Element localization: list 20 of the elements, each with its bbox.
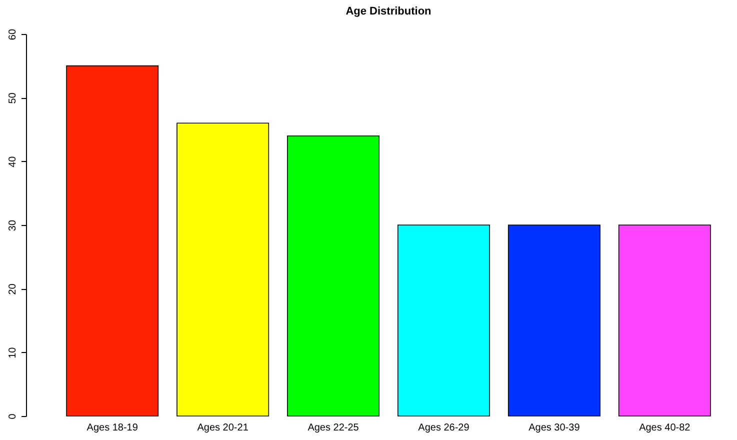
bar bbox=[618, 224, 711, 416]
y-tick-label: 30 bbox=[8, 220, 18, 232]
chart-title: Age Distribution bbox=[346, 5, 432, 18]
y-tick-label: 40 bbox=[8, 156, 18, 168]
y-tick-label: 60 bbox=[8, 28, 18, 40]
x-tick-label: Ages 30-39 bbox=[528, 422, 580, 434]
bar bbox=[176, 122, 270, 416]
bar bbox=[66, 65, 159, 416]
x-tick-label: Ages 18-19 bbox=[86, 422, 138, 434]
y-tick-label: 50 bbox=[8, 92, 18, 104]
x-tick-label: Ages 20-21 bbox=[197, 422, 249, 434]
x-tick-label: Ages 40-82 bbox=[639, 422, 691, 434]
y-tick-label: 10 bbox=[8, 346, 18, 358]
y-tick-label: 20 bbox=[8, 283, 18, 295]
bar bbox=[397, 224, 490, 416]
bar bbox=[287, 135, 380, 416]
x-tick-label: Ages 26-29 bbox=[418, 422, 470, 434]
y-tick-label: 0 bbox=[8, 413, 18, 420]
bar bbox=[508, 224, 600, 416]
x-tick-label: Ages 22-25 bbox=[308, 422, 360, 434]
